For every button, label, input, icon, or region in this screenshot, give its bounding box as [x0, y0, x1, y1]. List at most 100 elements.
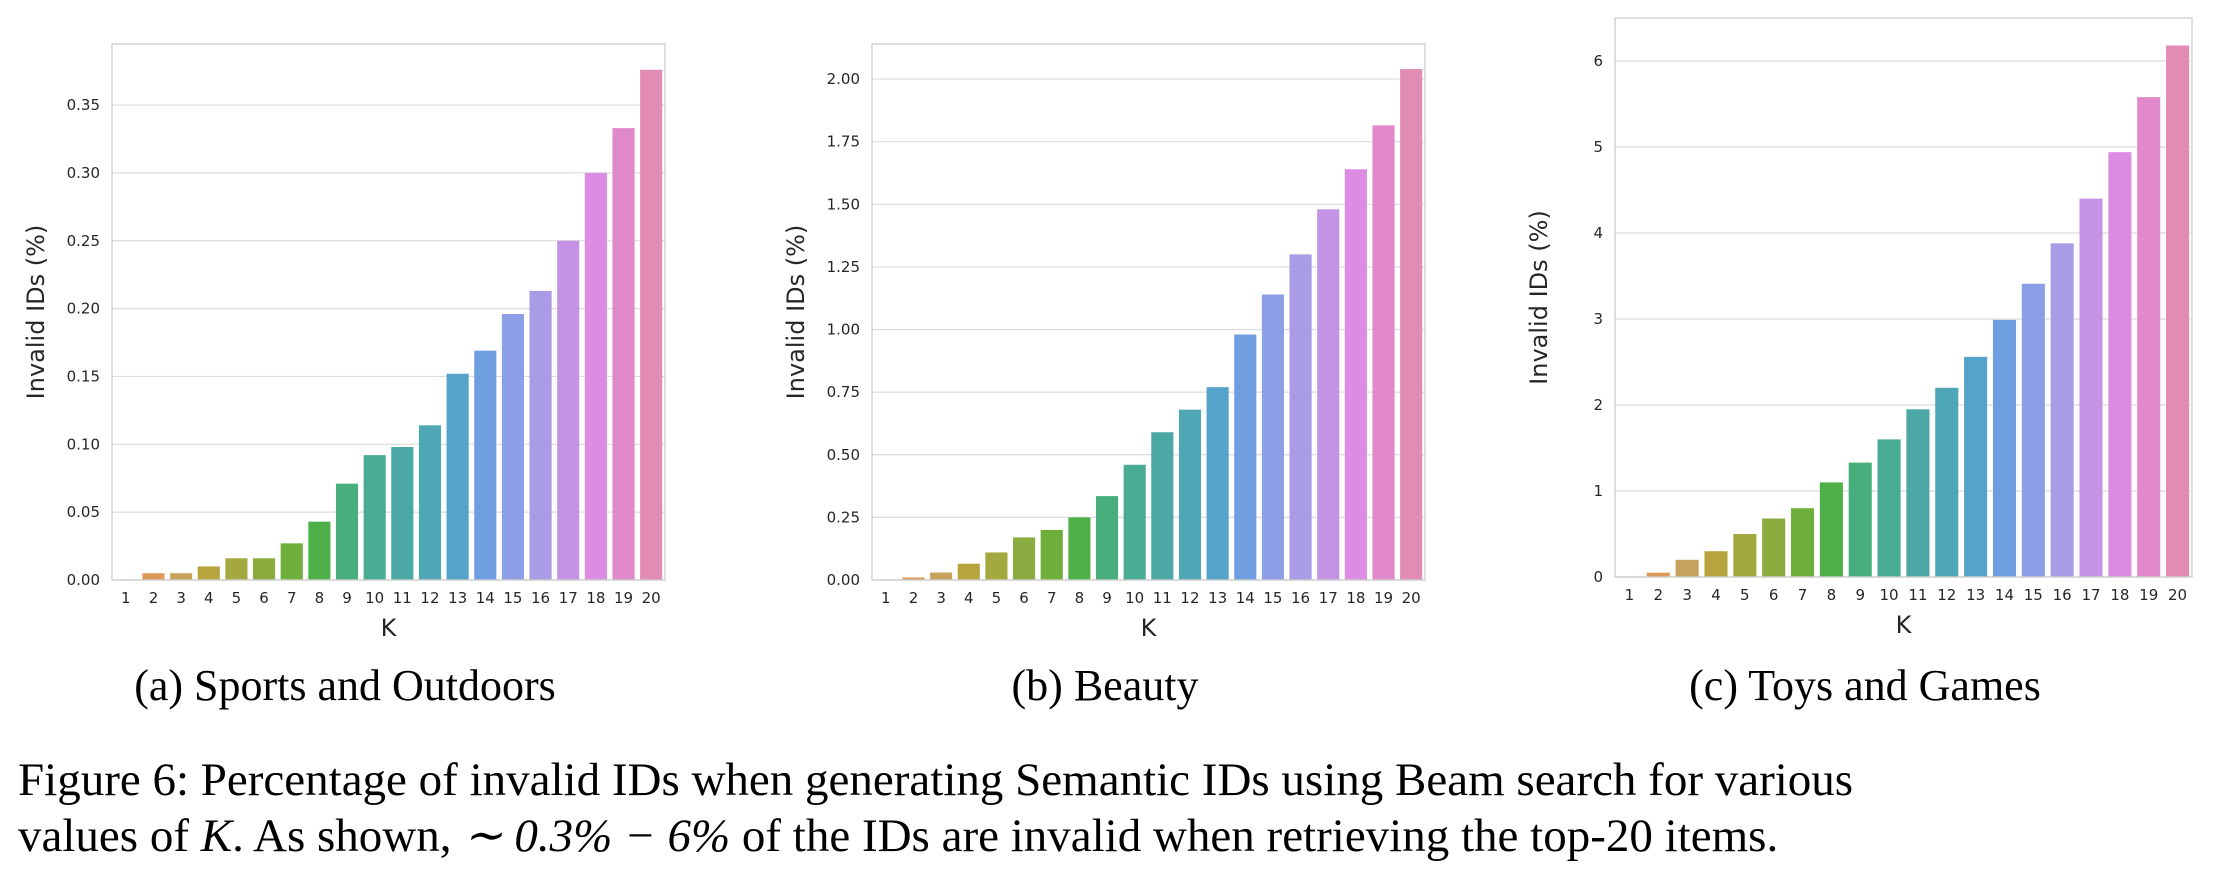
bar-sports-k3	[170, 573, 193, 580]
x-tick-label: 1	[121, 589, 131, 607]
x-tick-label: 5	[992, 589, 1002, 607]
x-tick-label: 7	[1047, 589, 1057, 607]
y-tick-label: 2.00	[827, 70, 860, 88]
bar-sports-k9	[335, 483, 359, 580]
x-tick-label: 19	[2139, 586, 2158, 604]
bar-toys-k20	[2166, 45, 2190, 577]
x-tick-label: 11	[1908, 586, 1927, 604]
y-tick-label: 0.15	[67, 367, 100, 385]
chart-sports-and-outdoors: 0.000.050.100.150.200.250.300.351 2 3 4 5 6 7 8…	[22, 43, 666, 642]
x-tick-label: 15	[2024, 586, 2043, 604]
x-tick-label: 14	[1995, 586, 2014, 604]
bar-toys-k10	[1877, 439, 1901, 577]
bar-toys-k19	[2137, 97, 2161, 578]
x-tick-label: 8	[1075, 589, 1085, 607]
bar-toys-k8	[1819, 482, 1843, 577]
x-tick-label: 19	[1374, 589, 1393, 607]
caption-line-1: Figure 6: Percentage of invalid IDs when…	[18, 754, 1854, 806]
subcaption-beauty: (b) Beauty	[1011, 661, 1199, 710]
bar-sports-k12	[418, 425, 442, 580]
y-tick-label: 6	[1593, 52, 1603, 70]
bar-sports-k8	[308, 521, 331, 580]
x-tick-label: 13	[1208, 589, 1227, 607]
bar-beauty-k8	[1068, 517, 1091, 580]
bar-sports-k6	[253, 558, 276, 580]
x-tick-label: 19	[614, 589, 633, 607]
y-tick-label: 1.25	[827, 258, 860, 276]
caption-line-2-pre: values of	[18, 810, 201, 862]
bar-sports-k11	[391, 447, 414, 580]
x-tick-label: 14	[476, 589, 495, 607]
y-tick-label: 5	[1593, 138, 1603, 156]
y-tick-label: 0.30	[67, 164, 100, 182]
bar-toys-k3	[1675, 559, 1699, 577]
x-tick-label: 17	[2081, 586, 2100, 604]
y-axis-title: Invalid IDs (%)	[782, 225, 810, 400]
bar-toys-k15	[2021, 283, 2045, 577]
bar-toys-k9	[1848, 462, 1872, 577]
x-tick-label: 4	[204, 589, 214, 607]
bar-beauty-k4	[957, 563, 980, 580]
x-tick-label: 18	[586, 589, 605, 607]
bar-beauty-k15	[1261, 294, 1284, 580]
x-tick-label: 1	[1625, 586, 1635, 604]
bar-beauty-k14	[1234, 334, 1257, 580]
bar-toys-k2	[1646, 572, 1670, 577]
x-axis-title: K	[1896, 611, 1913, 639]
x-tick-label: 6	[1019, 589, 1029, 607]
bar-toys-k13	[1964, 356, 1988, 577]
x-tick-label: 12	[420, 589, 439, 607]
x-tick-label: 13	[1966, 586, 1985, 604]
y-tick-label: 0.75	[827, 383, 860, 401]
x-axis-title: K	[1141, 614, 1158, 642]
x-tick-label: 5	[232, 589, 242, 607]
bar-sports-k7	[280, 543, 303, 580]
y-tick-label: 0.05	[67, 503, 100, 521]
bar-beauty-k12	[1178, 409, 1202, 580]
x-tick-label: 7	[287, 589, 297, 607]
chart-beauty: 0.000.250.500.751.001.251.501.752.001 2 3 4…	[782, 43, 1426, 642]
figure-caption: Figure 6: Percentage of invalid IDs when…	[18, 752, 2208, 864]
x-tick-label: 4	[1711, 586, 1721, 604]
y-tick-label: 4	[1593, 224, 1603, 242]
x-tick-label: 15	[503, 589, 522, 607]
bar-beauty-k7	[1040, 529, 1063, 580]
x-tick-label: 20	[642, 589, 661, 607]
x-tick-label: 6	[259, 589, 269, 607]
x-tick-label: 17	[559, 589, 578, 607]
bar-beauty-k19	[1372, 125, 1395, 581]
bar-sports-k5	[225, 558, 248, 580]
bar-beauty-k16	[1289, 254, 1312, 580]
x-tick-label: 3	[936, 589, 946, 607]
caption-line-2: values of K. As shown, ∼ 0.3% − 6% of th…	[18, 808, 2208, 864]
y-tick-label: 0.00	[67, 571, 100, 589]
bar-beauty-k10	[1123, 464, 1146, 580]
bar-beauty-k6	[1013, 537, 1036, 580]
bar-toys-k7	[1790, 508, 1815, 577]
subcaption-toys-and-games: (c) Toys and Games	[1689, 661, 2041, 710]
subcaption-sports-and-outdoors: (a) Sports and Outdoors	[134, 661, 556, 710]
x-tick-label: 4	[964, 589, 974, 607]
caption-line-2-mid: . As shown,	[232, 810, 464, 862]
x-tick-label: 18	[2110, 586, 2129, 604]
x-tick-label: 3	[176, 589, 186, 607]
x-tick-label: 2	[1654, 586, 1664, 604]
bar-beauty-k2	[902, 577, 925, 580]
plot-frame-beauty	[871, 43, 1426, 581]
bar-sports-k20	[640, 69, 663, 580]
bar-toys-k18	[2108, 152, 2132, 577]
y-tick-label: 1.50	[827, 195, 860, 213]
plot-frame-sports	[111, 43, 666, 581]
y-tick-label: 0.10	[67, 435, 100, 453]
x-tick-label: 9	[1102, 589, 1112, 607]
x-tick-label: 16	[2053, 586, 2072, 604]
x-tick-label: 10	[1880, 586, 1899, 604]
bar-beauty-k11	[1151, 432, 1174, 580]
y-tick-label: 1.00	[827, 321, 860, 339]
bar-beauty-k3	[930, 572, 953, 580]
x-tick-label: 20	[1402, 589, 1421, 607]
bar-sports-k17	[557, 240, 580, 580]
x-tick-label: 7	[1798, 586, 1808, 604]
